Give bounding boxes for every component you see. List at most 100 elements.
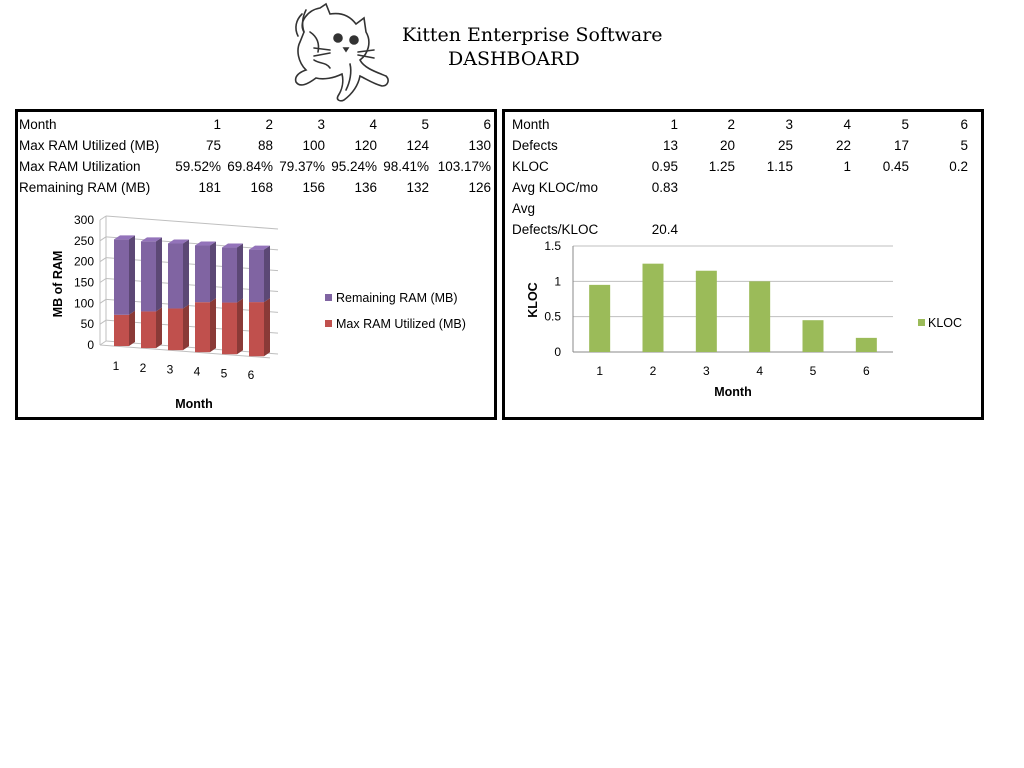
kitten-icon bbox=[294, 2, 389, 102]
bar-segment bbox=[114, 239, 129, 315]
x-tick-label: 1 bbox=[596, 364, 603, 378]
bar-segment bbox=[168, 308, 183, 351]
table-header-cell: 6 bbox=[960, 117, 968, 132]
bar bbox=[802, 320, 824, 352]
table-cell: 181 bbox=[198, 180, 221, 195]
legend-label: KLOC bbox=[928, 316, 962, 330]
bar-top bbox=[114, 235, 135, 240]
dashboard-header: Kitten Enterprise Software DASHBOARD bbox=[290, 2, 663, 106]
x-tick-label: 3 bbox=[703, 364, 710, 378]
table-header-cell: 5 bbox=[901, 117, 909, 132]
gridline-side bbox=[99, 340, 107, 346]
x-axis-title: Month bbox=[714, 385, 751, 399]
bar-segment bbox=[222, 247, 237, 303]
floor-edge bbox=[99, 344, 271, 359]
table-header-cell: Month bbox=[19, 117, 57, 132]
table-cell: 126 bbox=[468, 180, 491, 195]
table-cell: 22 bbox=[835, 138, 851, 153]
table-header-cell: 5 bbox=[421, 117, 429, 132]
table-cell: Avg bbox=[512, 201, 536, 216]
table-cell: 20.4 bbox=[651, 222, 678, 237]
table-cell: 0.95 bbox=[651, 159, 678, 174]
table-cell: 69.84% bbox=[227, 159, 273, 174]
bar-top bbox=[195, 241, 216, 246]
bar-segment bbox=[249, 302, 264, 357]
table-cell: 25 bbox=[777, 138, 793, 153]
bar-side bbox=[129, 235, 135, 315]
bar-segment bbox=[195, 302, 210, 353]
y-tick-label: 0.5 bbox=[544, 310, 561, 324]
table-cell: Defects/KLOC bbox=[512, 222, 599, 237]
legend-swatch bbox=[325, 320, 332, 327]
y-tick-label: 1.5 bbox=[544, 239, 561, 253]
ram-stacked-bar-chart: 0 50 100 150 200 250 300 1 2 3 4 5 6 Month MB of RAM Re… bbox=[51, 213, 466, 411]
table-cell: 5 bbox=[960, 138, 968, 153]
table-cell: 20 bbox=[719, 138, 735, 153]
bar-segment bbox=[222, 302, 237, 355]
bar-side bbox=[237, 298, 243, 355]
bar-top bbox=[222, 243, 243, 248]
table-cell: 95.24% bbox=[331, 159, 377, 174]
y-tick-label: 0 bbox=[554, 345, 561, 359]
legend-label: Remaining RAM (MB) bbox=[336, 291, 458, 305]
table-cell: 0.45 bbox=[882, 159, 909, 174]
gridline-side bbox=[99, 278, 107, 283]
table-cell: 1.15 bbox=[766, 159, 793, 174]
table-cell: 13 bbox=[662, 138, 678, 153]
table-header-cell: 3 bbox=[317, 117, 325, 132]
y-tick-label: 50 bbox=[81, 317, 95, 331]
bar-side bbox=[156, 307, 162, 349]
x-axis-title: Month bbox=[175, 397, 212, 411]
y-axis-title: KLOC bbox=[526, 282, 540, 317]
table-header-cell: 1 bbox=[670, 117, 678, 132]
table-cell: 79.37% bbox=[279, 159, 325, 174]
y-tick-label: 200 bbox=[74, 255, 94, 269]
x-tick-label: 2 bbox=[650, 364, 657, 378]
x-tick-label: 6 bbox=[248, 368, 255, 382]
bar-side bbox=[264, 298, 270, 357]
table-cell: 88 bbox=[257, 138, 273, 153]
table-cell: 156 bbox=[302, 180, 325, 195]
table-header-cell: 4 bbox=[369, 117, 377, 132]
table-cell: 0.2 bbox=[949, 159, 968, 174]
bar-side bbox=[210, 241, 216, 303]
bar-side bbox=[129, 310, 135, 347]
bar bbox=[589, 284, 611, 352]
bar-top bbox=[168, 239, 189, 244]
gridline-side bbox=[99, 257, 107, 263]
table-header-cell: 6 bbox=[483, 117, 491, 132]
table-cell: 1 bbox=[843, 159, 851, 174]
table-cell: 130 bbox=[468, 138, 491, 153]
table-cell: 132 bbox=[406, 180, 429, 195]
bar-segment bbox=[114, 314, 129, 347]
x-tick-label: 4 bbox=[194, 364, 201, 378]
table-cell: 75 bbox=[205, 138, 221, 153]
table-cell: 124 bbox=[406, 138, 429, 153]
legend-label: Max RAM Utilized (MB) bbox=[336, 317, 466, 331]
table-cell: 0.83 bbox=[651, 180, 678, 195]
bar-side bbox=[264, 245, 270, 303]
x-tick-label: 3 bbox=[167, 363, 174, 377]
bar-top bbox=[141, 237, 162, 242]
kloc-panel: Month 1 2 3 4 5 6 Defects 13 20 25 22 17… bbox=[502, 109, 984, 420]
x-tick-label: 1 bbox=[113, 359, 120, 373]
bar-segment bbox=[141, 311, 156, 349]
ram-table: Month 1 2 3 4 5 6 Max RAM Utilized (MB) … bbox=[19, 114, 491, 198]
table-row: Max RAM Utilization 59.52% 69.84% 79.37%… bbox=[19, 156, 491, 177]
table-row: Avg bbox=[512, 198, 968, 219]
bar-segment bbox=[168, 243, 183, 309]
table-cell: 59.52% bbox=[175, 159, 221, 174]
y-tick-label: 1 bbox=[554, 274, 561, 288]
bar-side bbox=[183, 239, 189, 309]
table-cell: Max RAM Utilized (MB) bbox=[19, 138, 160, 153]
bar bbox=[695, 270, 717, 352]
table-cell: 98.41% bbox=[383, 159, 429, 174]
bar-segment bbox=[141, 241, 156, 312]
table-row: Month 1 2 3 4 5 6 bbox=[512, 114, 968, 135]
legend-swatch bbox=[918, 319, 925, 326]
gridline-side bbox=[99, 298, 107, 304]
bar-side bbox=[156, 237, 162, 312]
table-row: KLOC 0.95 1.25 1.15 1 0.45 0.2 bbox=[512, 156, 968, 177]
gridline-side bbox=[99, 215, 107, 221]
y-tick-label: 150 bbox=[74, 276, 94, 290]
